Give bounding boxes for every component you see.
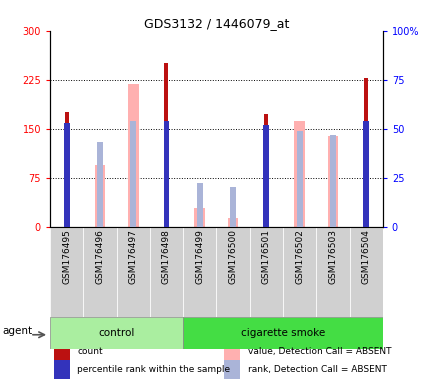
Bar [263, 125, 269, 227]
Bar [95, 165, 105, 227]
Bar [183, 317, 382, 349]
Text: GSM176497: GSM176497 [128, 229, 138, 284]
Bar [264, 114, 268, 227]
Text: GSM176504: GSM176504 [361, 229, 370, 284]
Bar [50, 227, 83, 317]
Text: cigarette smoke: cigarette smoke [240, 328, 324, 338]
Bar [183, 227, 216, 317]
Bar [97, 142, 103, 227]
Title: GDS3132 / 1446079_at: GDS3132 / 1446079_at [143, 17, 289, 30]
Text: agent: agent [3, 326, 33, 336]
Bar [63, 123, 69, 227]
Bar [363, 78, 367, 227]
Bar [296, 131, 302, 227]
Text: rank, Detection Call = ABSENT: rank, Detection Call = ABSENT [247, 365, 385, 374]
Bar [349, 227, 382, 317]
Bar [362, 121, 368, 227]
Bar [116, 227, 149, 317]
Bar [224, 343, 240, 362]
Bar [65, 112, 69, 227]
Text: value, Detection Call = ABSENT: value, Detection Call = ABSENT [247, 348, 390, 356]
Bar [316, 227, 349, 317]
Bar [230, 187, 236, 227]
Bar [83, 227, 116, 317]
Bar [54, 343, 69, 362]
Bar [329, 134, 335, 227]
Bar [224, 360, 240, 379]
Bar [216, 227, 249, 317]
Bar [163, 121, 169, 227]
Bar [294, 121, 304, 227]
Bar [283, 227, 316, 317]
Text: GSM176500: GSM176500 [228, 229, 237, 284]
Text: percentile rank within the sample: percentile rank within the sample [77, 365, 230, 374]
Bar [194, 208, 204, 227]
Text: GSM176499: GSM176499 [195, 229, 204, 284]
Bar [227, 218, 238, 227]
Text: GSM176495: GSM176495 [62, 229, 71, 284]
Bar [54, 360, 69, 379]
Bar [164, 63, 168, 227]
Text: GSM176498: GSM176498 [161, 229, 171, 284]
Text: count: count [77, 348, 103, 356]
Text: GSM176503: GSM176503 [328, 229, 337, 284]
Bar [50, 317, 183, 349]
Bar [149, 227, 183, 317]
Bar [249, 227, 283, 317]
Bar [196, 184, 202, 227]
Text: GSM176501: GSM176501 [261, 229, 270, 284]
Text: GSM176502: GSM176502 [294, 229, 303, 284]
Bar [327, 136, 337, 227]
Bar [130, 121, 136, 227]
Bar [128, 84, 138, 227]
Text: control: control [98, 328, 135, 338]
Text: GSM176496: GSM176496 [95, 229, 104, 284]
